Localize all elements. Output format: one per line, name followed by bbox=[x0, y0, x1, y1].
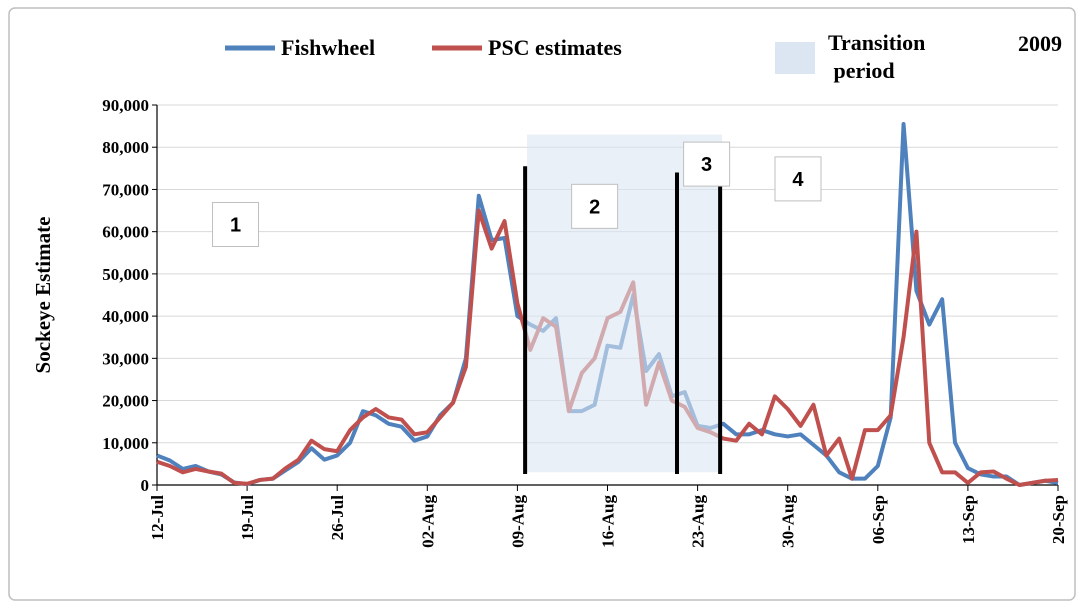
annotation-box bbox=[212, 201, 260, 247]
y-tick-label: 20,000 bbox=[102, 392, 149, 411]
x-tick-label: 30-Aug bbox=[779, 495, 798, 548]
x-tick-label: 16-Aug bbox=[599, 495, 618, 548]
transition-region bbox=[527, 134, 723, 473]
x-tick-label: 12-Jul bbox=[148, 495, 167, 541]
x-tick-label: 06-Sep bbox=[869, 495, 888, 544]
y-tick-label: 10,000 bbox=[102, 434, 149, 453]
annotation-label: 4 bbox=[792, 169, 804, 191]
y-tick-label: 0 bbox=[141, 476, 150, 495]
annotation-label: 1 bbox=[230, 214, 241, 236]
legend-label: Fishwheel bbox=[281, 35, 375, 60]
x-tick-label: 13-Sep bbox=[959, 495, 978, 544]
annotation-label: 2 bbox=[589, 196, 600, 218]
x-tick-label: 19-Jul bbox=[238, 495, 257, 541]
annotation-box bbox=[774, 156, 822, 202]
x-tick-label: 26-Jul bbox=[328, 495, 347, 541]
y-tick-label: 40,000 bbox=[102, 307, 149, 326]
y-tick-label: 50,000 bbox=[102, 265, 149, 284]
legend-label: PSC estimates bbox=[488, 35, 622, 60]
annotation-label: 3 bbox=[701, 154, 712, 176]
annotation-box bbox=[683, 141, 731, 187]
y-tick-label: 60,000 bbox=[102, 223, 149, 242]
annotation-box bbox=[571, 183, 619, 229]
legend-swatch bbox=[775, 42, 815, 74]
x-tick-label: 23-Aug bbox=[689, 495, 708, 548]
y-tick-label: 80,000 bbox=[102, 138, 149, 157]
y-tick-label: 30,000 bbox=[102, 349, 149, 368]
y-tick-label: 70,000 bbox=[102, 180, 149, 199]
x-tick-label: 02-Aug bbox=[418, 495, 437, 548]
legend-label: Transition period bbox=[828, 30, 925, 83]
x-tick-label: 09-Aug bbox=[508, 495, 527, 548]
year-label: 2009 bbox=[1018, 31, 1062, 56]
x-tick-label: 20-Sep bbox=[1049, 495, 1068, 544]
y-axis-label: Sockeye Estimate bbox=[31, 217, 55, 374]
y-tick-label: 90,000 bbox=[102, 96, 149, 115]
